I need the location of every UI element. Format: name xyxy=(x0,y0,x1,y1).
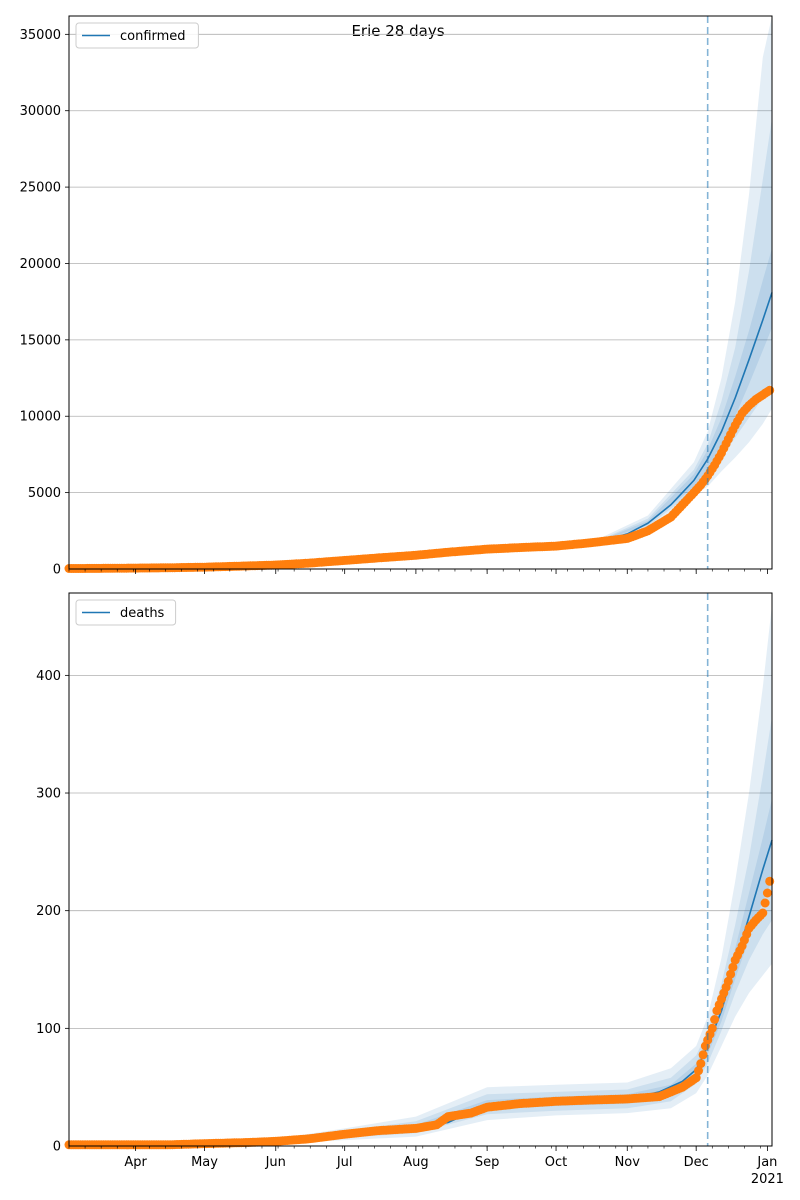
confirmed-panel: 0 5000 10000 15000 20000 25000 30000 35000 confi… xyxy=(20,15,775,578)
xtick-label-dec: Dec xyxy=(684,1155,709,1170)
deaths-observed-point xyxy=(710,1015,720,1024)
deaths-panel: 0 100 200 300 400 Apr May Jun Jul Aug Sep Oct Nov Dec… xyxy=(36,592,784,1187)
deaths-observed-point xyxy=(762,888,772,898)
confirmed-ytick-label: 30000 xyxy=(20,104,61,119)
xtick-label-may: May xyxy=(191,1155,218,1170)
confirmed-observed-point xyxy=(765,385,775,395)
deaths-observed-point xyxy=(728,962,738,972)
confirmed-ytick-label: 10000 xyxy=(20,410,61,425)
confirmed-ytick-label: 20000 xyxy=(20,257,61,272)
confirmed-ytick-label: 35000 xyxy=(20,28,61,43)
confirmed-axes-frame xyxy=(68,15,773,570)
figure-title: Erie 28 days xyxy=(351,22,444,40)
xtick-label-jun: Jun xyxy=(265,1155,286,1170)
confirmed-legend-label: confirmed xyxy=(120,29,186,44)
deaths-ytick-label: 100 xyxy=(36,1022,61,1037)
xtick-year-label: 2021 xyxy=(751,1172,784,1187)
deaths-observed-point xyxy=(707,1023,717,1033)
xtick-label-apr: Apr xyxy=(124,1155,147,1170)
deaths-observed-point xyxy=(698,1050,708,1060)
deaths-observed-point xyxy=(760,898,770,908)
deaths-observed-point xyxy=(758,908,768,918)
confirmed-legend-box xyxy=(75,22,199,49)
deaths-legend-label: deaths xyxy=(120,606,165,621)
confirmed-legend: confirmed xyxy=(75,22,199,49)
deaths-axes-frame xyxy=(68,592,773,1147)
xtick-label-oct: Oct xyxy=(545,1155,567,1170)
deaths-ytick-label: 200 xyxy=(36,904,61,919)
xtick-label-sep: Sep xyxy=(475,1155,500,1170)
deaths-ytick-label: 0 xyxy=(53,1140,61,1155)
xtick-label-aug: Aug xyxy=(403,1155,428,1170)
confirmed-ytick-label: 25000 xyxy=(20,181,61,196)
confirmed-interval-band xyxy=(599,248,772,542)
deaths-observed-point xyxy=(723,976,733,986)
deaths-observed-point xyxy=(765,876,775,886)
deaths-legend-box xyxy=(75,599,177,626)
confirmed-ytick-label: 0 xyxy=(53,563,61,578)
deaths-legend: deaths xyxy=(75,599,177,626)
deaths-observed-point xyxy=(726,969,736,979)
confirmed-ytick-label: 15000 xyxy=(20,333,61,348)
deaths-observed-point xyxy=(694,1066,703,1076)
deaths-observed-point xyxy=(691,1073,701,1083)
xtick-label-jul: Jul xyxy=(336,1155,353,1170)
deaths-ytick-label: 300 xyxy=(36,787,61,802)
deaths-observed-point xyxy=(696,1059,706,1069)
confirmed-ytick-label: 5000 xyxy=(28,486,61,501)
deaths-ytick-label: 400 xyxy=(36,669,61,684)
xtick-label-nov: Nov xyxy=(615,1155,641,1170)
xtick-label-jan: Jan xyxy=(756,1155,777,1170)
